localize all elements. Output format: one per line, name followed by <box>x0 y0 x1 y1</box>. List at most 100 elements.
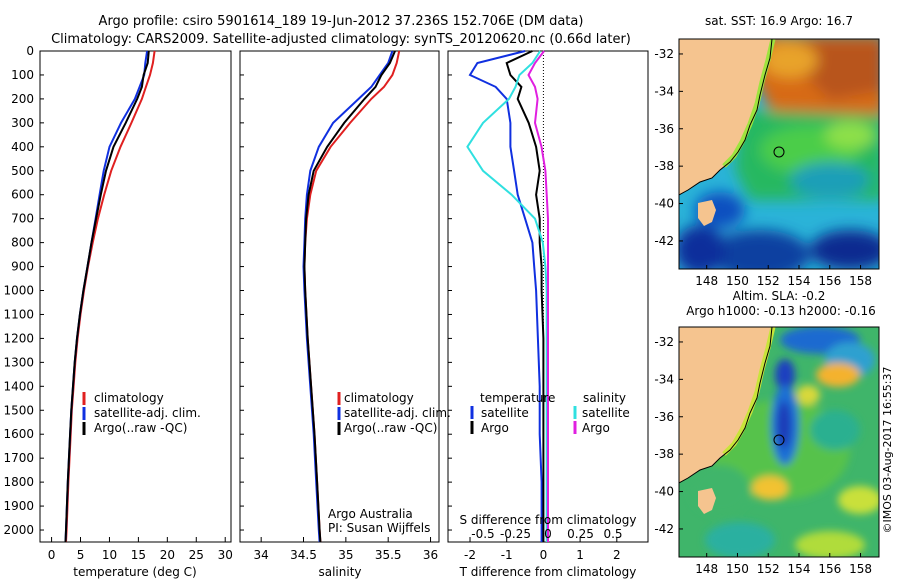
temperature-series <box>64 50 156 543</box>
series-line-argo-raw-qc- <box>64 50 150 543</box>
salinity-panel <box>239 50 440 543</box>
sla-map-axes: 148 150 152 154 156 158 -32 -34 -36 -38 -40 -42 <box>654 335 872 576</box>
s-tick-label: -0.25 <box>500 527 531 541</box>
map-lon-label: 150 <box>726 274 749 288</box>
map-lon-label: 148 <box>695 562 718 576</box>
map-lat-label: -32 <box>654 335 674 349</box>
depth-tick-label: 800 <box>11 236 34 250</box>
sst-map-title: sat. SST: 16.9 Argo: 16.7 <box>705 14 853 28</box>
x-tick-label: 15 <box>131 548 146 562</box>
map-lon-label: 156 <box>818 274 841 288</box>
sla-map-frame <box>678 326 880 558</box>
map-lat-label: -40 <box>654 197 674 211</box>
series-line-satellite-adj-clim- <box>64 50 149 543</box>
map-lon-label: 158 <box>849 562 872 576</box>
map-lat-label: -34 <box>654 84 674 98</box>
x-tick-label: 35.5 <box>375 548 402 562</box>
sla-title-line-1: Altim. SLA: -0.2 <box>733 289 826 303</box>
sst-coastline <box>679 39 773 196</box>
x-tick-label: 0 <box>48 548 56 562</box>
map-lon-label: 150 <box>726 562 749 576</box>
salinity-legend: climatology satellite-adj. clim. Argo(..… <box>337 391 451 435</box>
series-line-temperature-argo <box>505 50 545 542</box>
pi-label: PI: Susan Wijffels <box>328 521 430 535</box>
s-tick-label: 0.5 <box>603 527 622 541</box>
sla-argo-position-marker <box>773 434 785 446</box>
difference-series <box>466 50 549 542</box>
map-lat-label: -32 <box>654 47 674 61</box>
x-tick-label: 1 <box>576 548 584 562</box>
difference-legend-temperature: temperature satellite Argo <box>470 391 555 435</box>
depth-tick-label: 300 <box>11 116 34 130</box>
title-line-2: Climatology: CARS2009. Satellite-adjuste… <box>51 32 631 47</box>
depth-tick-label: 700 <box>11 212 34 226</box>
salinity-xlabel: salinity <box>318 565 361 579</box>
x-tick-label: 0 <box>540 548 548 562</box>
map-lon-label: 152 <box>757 274 780 288</box>
map-lon-label: 156 <box>818 562 841 576</box>
map-lat-label: -38 <box>654 159 674 173</box>
temperature-x-axis: 0 5 10 15 20 25 30 <box>48 537 233 562</box>
depth-tick-label: 900 <box>11 260 34 274</box>
map-lat-label: -36 <box>654 122 674 136</box>
x-tick-label: -2 <box>464 548 476 562</box>
s-difference-axis: -0.5 -0.25 0 0.25 0.5 <box>471 527 622 541</box>
series-line-temperature-satellite <box>468 50 543 542</box>
t-difference-label: T difference from climatology <box>459 565 637 579</box>
sst-coastal-band <box>722 39 776 168</box>
sst-map-frame <box>678 38 880 270</box>
x-tick-label: 36 <box>423 548 438 562</box>
map-lon-label: 158 <box>849 274 872 288</box>
salinity-series <box>302 50 401 543</box>
depth-tick-label: 1100 <box>3 307 34 321</box>
x-tick-label: 2 <box>613 548 621 562</box>
legend-salinity-header: salinity <box>583 391 626 405</box>
sal-legend-argo-label: Argo(..raw -QC) <box>344 421 437 435</box>
x-tick-label: 34 <box>254 548 269 562</box>
depth-tick-label: 1800 <box>3 475 34 489</box>
x-tick-label: 30 <box>218 548 233 562</box>
depth-tick-label: 200 <box>11 92 34 106</box>
s-tick-label: -0.5 <box>471 527 494 541</box>
sst-map <box>679 39 879 269</box>
imos-footer: ©IMOS 03-Aug-2017 16:55:37 <box>881 367 894 534</box>
depth-tick-label: 1600 <box>3 427 34 441</box>
depth-axis: 0 100 200 300 400 500 600 700 800 900 1000 1100 1200… <box>3 44 452 537</box>
temperature-panel <box>39 50 232 543</box>
sal-legend-climatology-label: climatology <box>344 391 414 405</box>
x-tick-label: 25 <box>189 548 204 562</box>
x-tick-label: 10 <box>102 548 117 562</box>
series-line-argo-raw-qc- <box>303 50 396 543</box>
temperature-xlabel: temperature (deg C) <box>73 565 196 579</box>
series-line-salinity-satellite <box>466 50 548 542</box>
map-lon-label: 154 <box>788 274 811 288</box>
depth-tick-label: 400 <box>11 140 34 154</box>
x-tick-label: 35 <box>338 548 353 562</box>
legend-temperature-header: temperature <box>480 391 555 405</box>
legend-sal-argo-label: Argo <box>582 421 610 435</box>
sal-legend-satellite-label: satellite-adj. clim. <box>344 406 451 420</box>
legend-temp-argo-label: Argo <box>481 421 509 435</box>
map-lat-label: -36 <box>654 410 674 424</box>
x-tick-label: 5 <box>77 548 85 562</box>
sla-land-australia <box>679 327 772 483</box>
sst-land-australia <box>679 39 772 195</box>
sla-coastal-band <box>722 327 776 456</box>
depth-tick-label: 2000 <box>3 523 34 537</box>
s-tick-label: 0 <box>544 527 552 541</box>
depth-tick-label: 1400 <box>3 379 34 393</box>
sla-map <box>679 327 879 557</box>
sst-land-tasmania <box>698 200 716 226</box>
depth-tick-label: 500 <box>11 164 34 178</box>
legend-argo-label: Argo(..raw -QC) <box>94 421 187 435</box>
legend-satellite-label: satellite-adj. clim. <box>94 406 201 420</box>
depth-tick-label: 600 <box>11 188 34 202</box>
series-line-salinity-argo <box>527 50 549 542</box>
map-lat-label: -40 <box>654 485 674 499</box>
depth-tick-label: 1000 <box>3 284 34 298</box>
argo-australia-label: Argo Australia <box>328 507 413 521</box>
map-lat-label: -42 <box>654 522 674 536</box>
x-tick-label: 20 <box>160 548 175 562</box>
depth-tick-label: 1300 <box>3 355 34 369</box>
